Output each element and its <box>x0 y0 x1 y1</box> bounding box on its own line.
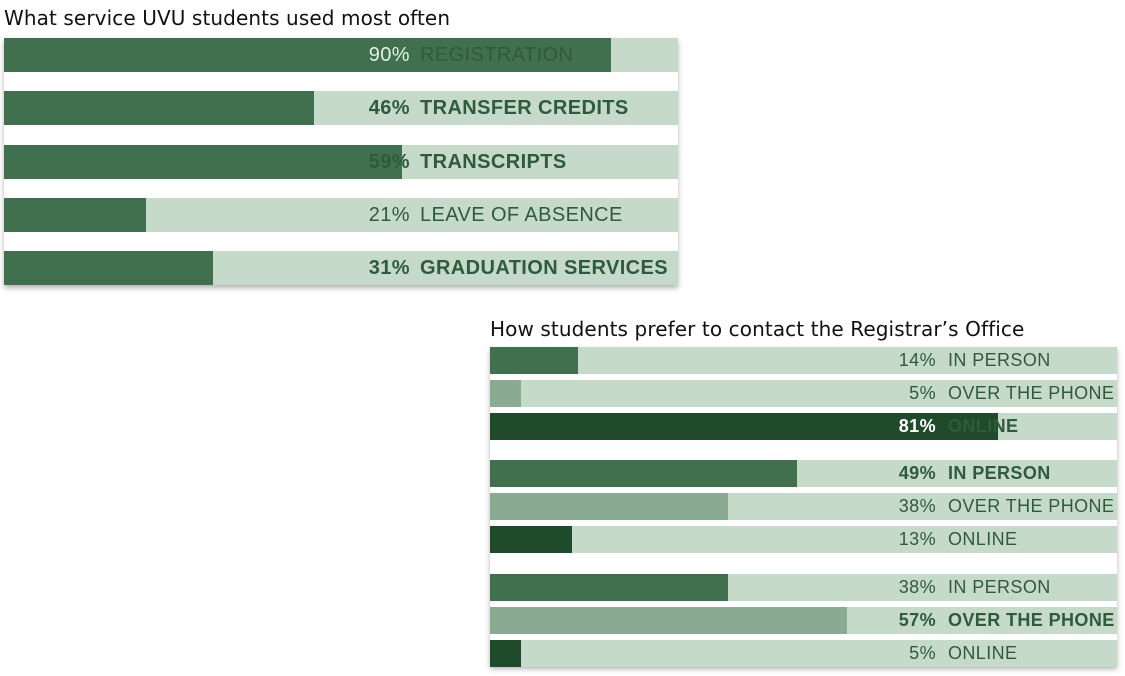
contact-preference-bar-chart: 14% IN PERSON 5% OVER THE PHONE 81% ONLINE 49%… <box>490 347 1117 667</box>
services-bar-chart: 90% REGISTRATION 46% TRANSFER CREDITS 59% TRA… <box>4 38 678 285</box>
bar-row-service-leave-of-absence: 21% LEAVE OF ABSENCE <box>4 198 678 232</box>
bar-row-service-transcripts: 59% TRANSCRIPTS <box>4 145 678 179</box>
bar-fill-service-transfer-credits <box>4 91 315 125</box>
bar-fill-service-leave-of-absence <box>4 198 146 232</box>
bar-row-service-registration: 90% REGISTRATION <box>4 38 678 72</box>
bar-fill-service-graduation-services <box>4 251 213 285</box>
bar-fill-contact-g3-online <box>490 640 522 667</box>
bar-row-contact-g3-online: 5% ONLINE <box>490 640 1117 667</box>
value-label-contact-g3-in-person: 38% <box>898 577 936 597</box>
bar-fill-contact-g2-over-the-phone <box>490 493 729 520</box>
category-label-contact-g3-over-the-phone: OVER THE PHONE <box>948 610 1115 630</box>
value-label-service-graduation-services: 31% <box>368 256 410 279</box>
bar-fill-service-transcripts <box>4 145 402 179</box>
category-label-contact-g3-online: ONLINE <box>948 643 1018 663</box>
bar-fill-contact-g1-online <box>490 413 998 440</box>
bar-fill-service-registration <box>4 38 611 72</box>
category-label-service-transfer-credits: TRANSFER CREDITS <box>420 96 629 119</box>
bar-row-contact-g2-in-person: 49% IN PERSON <box>490 460 1117 487</box>
bar-fill-contact-g2-online <box>490 526 572 553</box>
bar-row-contact-g1-over-the-phone: 5% OVER THE PHONE <box>490 380 1117 407</box>
category-label-contact-g1-in-person: IN PERSON <box>948 350 1051 370</box>
bar-row-contact-g2-over-the-phone: 38% OVER THE PHONE <box>490 493 1117 520</box>
value-label-contact-g3-online: 5% <box>909 643 936 663</box>
bar-row-service-graduation-services: 31% GRADUATION SERVICES <box>4 251 678 285</box>
value-label-contact-g1-over-the-phone: 5% <box>909 383 936 403</box>
value-label-service-transfer-credits: 46% <box>368 96 410 119</box>
bar-fill-contact-g3-in-person <box>490 574 729 601</box>
category-label-contact-g1-online: ONLINE <box>948 416 1019 436</box>
value-label-contact-g2-in-person: 49% <box>898 463 936 483</box>
category-label-service-leave-of-absence: LEAVE OF ABSENCE <box>420 203 623 226</box>
category-label-contact-g2-online: ONLINE <box>948 529 1018 549</box>
value-label-contact-g1-in-person: 14% <box>898 350 936 370</box>
value-label-service-transcripts: 59% <box>368 150 410 173</box>
category-label-contact-g2-in-person: IN PERSON <box>948 463 1051 483</box>
bar-row-contact-g2-online: 13% ONLINE <box>490 526 1117 553</box>
bar-row-contact-g1-in-person: 14% IN PERSON <box>490 347 1117 374</box>
category-label-service-transcripts: TRANSCRIPTS <box>420 150 567 173</box>
bar-fill-contact-g1-over-the-phone <box>490 380 522 407</box>
bar-row-service-transfer-credits: 46% TRANSFER CREDITS <box>4 91 678 125</box>
bar-row-contact-g3-over-the-phone: 57% OVER THE PHONE <box>490 607 1117 634</box>
category-label-service-graduation-services: GRADUATION SERVICES <box>420 256 669 279</box>
chart-title-services: What service UVU students used most ofte… <box>4 6 451 30</box>
value-label-contact-g2-online: 13% <box>898 529 936 549</box>
category-label-service-registration: REGISTRATION <box>420 43 574 66</box>
value-label-contact-g2-over-the-phone: 38% <box>898 496 936 516</box>
value-label-contact-g3-over-the-phone: 57% <box>898 610 936 630</box>
category-label-contact-g3-in-person: IN PERSON <box>948 577 1051 597</box>
bar-fill-contact-g1-in-person <box>490 347 578 374</box>
bar-fill-contact-g3-over-the-phone <box>490 607 848 634</box>
category-label-contact-g1-over-the-phone: OVER THE PHONE <box>948 383 1115 403</box>
value-label-service-leave-of-absence: 21% <box>368 203 410 226</box>
bar-fill-contact-g2-in-person <box>490 460 798 487</box>
chart-title-contact: How students prefer to contact the Regis… <box>490 317 1025 341</box>
bar-row-contact-g3-in-person: 38% IN PERSON <box>490 574 1117 601</box>
value-label-contact-g1-online: 81% <box>898 416 936 436</box>
bar-row-contact-g1-online: 81% ONLINE <box>490 413 1117 440</box>
value-label-service-registration: 90% <box>368 43 410 66</box>
category-label-contact-g2-over-the-phone: OVER THE PHONE <box>948 496 1115 516</box>
